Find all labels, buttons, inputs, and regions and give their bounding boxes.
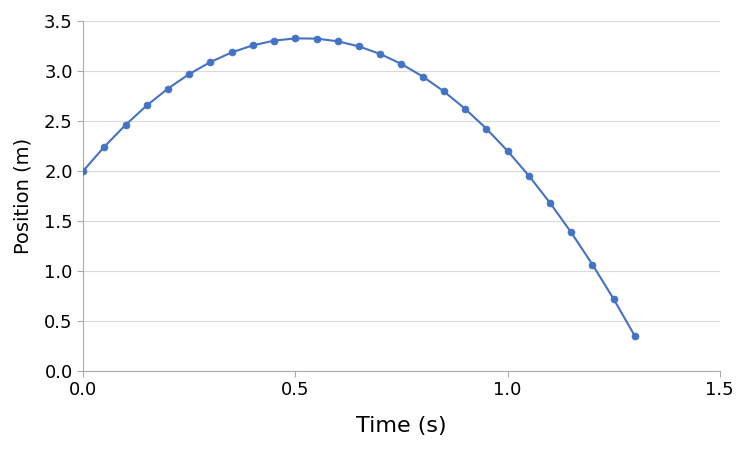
- Y-axis label: Position (m): Position (m): [14, 138, 33, 254]
- X-axis label: Time (s): Time (s): [356, 416, 447, 436]
